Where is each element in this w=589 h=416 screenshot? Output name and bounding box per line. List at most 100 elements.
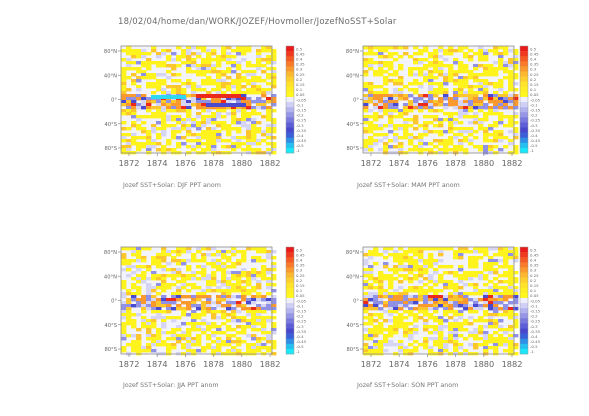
field-cell (161, 310, 167, 314)
field-cell (508, 82, 514, 86)
field-cell (211, 106, 217, 110)
field-cell (151, 304, 157, 308)
field-cell (221, 121, 227, 125)
field-cell (388, 139, 394, 143)
field-cell (463, 100, 469, 104)
field-cell (171, 91, 177, 95)
field-cell (211, 118, 217, 122)
field-cell (503, 256, 509, 260)
field-cell (373, 301, 379, 305)
field-cell (398, 259, 404, 263)
field-cell (256, 298, 262, 302)
colorbar-swatch (520, 56, 528, 62)
field-cell (473, 292, 479, 296)
field-cell (513, 304, 519, 308)
field-cell (156, 304, 162, 308)
field-cell (121, 73, 127, 77)
colorbar-label: 0.2 (530, 278, 537, 283)
field-cell (498, 307, 504, 311)
field-cell (398, 55, 404, 59)
field-cell (443, 295, 449, 299)
field-cell (383, 148, 389, 152)
field-cell (413, 97, 419, 101)
field-cell (403, 316, 409, 320)
field-cell (388, 64, 394, 68)
field-cell (378, 328, 384, 332)
field-cell (508, 115, 514, 119)
field-cell (206, 295, 212, 299)
field-cell (136, 286, 142, 290)
field-cell (418, 52, 424, 56)
field-cell (161, 319, 167, 323)
field-cell (398, 112, 404, 116)
field-cell (191, 319, 197, 323)
field-cell (408, 295, 414, 299)
field-cell (141, 259, 147, 263)
field-cell (493, 85, 499, 89)
colorbar-label: -0.35 (530, 128, 541, 133)
field-cell (373, 52, 379, 56)
field-cell (161, 91, 167, 95)
field-cell (503, 70, 509, 74)
field-cell (413, 145, 419, 149)
field-cell (438, 325, 444, 329)
field-cell (458, 109, 464, 113)
field-cell (176, 271, 182, 275)
field-cell (211, 253, 217, 257)
field-cell (216, 304, 222, 308)
field-cell (383, 142, 389, 146)
field-cell (161, 73, 167, 77)
colorbar-label: -0.1 (296, 303, 304, 308)
field-cell (403, 118, 409, 122)
field-cell (403, 121, 409, 125)
x-tick-label: 1880 (473, 359, 494, 369)
field-cell (221, 340, 227, 344)
field-cell (468, 133, 474, 137)
field-cell (448, 280, 454, 284)
field-cell (483, 310, 489, 314)
field-cell (206, 121, 212, 125)
field-cell (468, 103, 474, 107)
field-cell (488, 286, 494, 290)
field-cell (508, 328, 514, 332)
field-cell (231, 61, 237, 65)
field-cell (378, 115, 384, 119)
colorbar-label: -0.25 (530, 319, 541, 324)
field-cell (373, 319, 379, 323)
field-cell (448, 325, 454, 329)
field-cell (478, 289, 484, 293)
field-cell (488, 289, 494, 293)
field-cell (368, 283, 374, 287)
field-cell (498, 61, 504, 65)
field-cell (498, 55, 504, 59)
field-cell (483, 55, 489, 59)
field-cell (156, 253, 162, 257)
field-cell (251, 316, 257, 320)
field-cell (121, 349, 127, 353)
field-cell (428, 295, 434, 299)
field-cell (383, 79, 389, 83)
field-cell (201, 277, 207, 281)
field-cell (378, 277, 384, 281)
field-cell (368, 331, 374, 335)
field-cell (166, 286, 172, 290)
field-cell (196, 337, 202, 341)
field-cell (408, 301, 414, 305)
field-cell (216, 265, 222, 269)
field-cell (448, 52, 454, 56)
field-cell (363, 334, 369, 338)
field-cell (271, 298, 277, 302)
field-cell (151, 106, 157, 110)
field-cell (166, 148, 172, 152)
field-cell (433, 301, 439, 305)
field-cell (428, 286, 434, 290)
field-cell (368, 94, 374, 98)
field-cell (513, 307, 519, 311)
field-cell (508, 85, 514, 89)
field-cell (146, 100, 152, 104)
field-cell (483, 67, 489, 71)
field-cell (151, 112, 157, 116)
field-cell (146, 115, 152, 119)
field-cell (176, 334, 182, 338)
field-cell (418, 97, 424, 101)
